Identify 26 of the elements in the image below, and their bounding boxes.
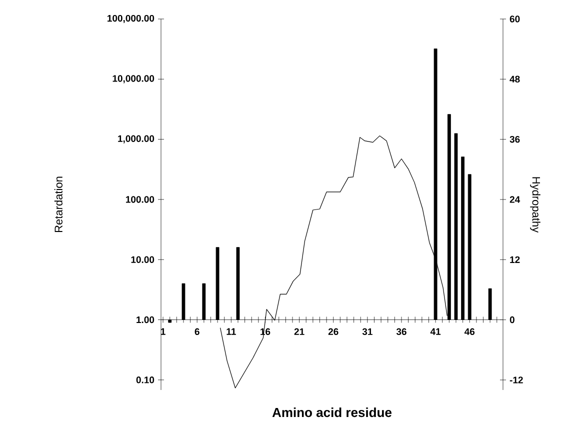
y2-tick-label: 48 [510,76,520,83]
y2-tick-label: 0 [510,316,514,324]
x-tick-label: 6 [194,328,200,336]
x-axis-title: Amino acid residue [272,408,392,418]
y2-tick-label: -12 [510,376,523,384]
y2-axis-title: Hydropathy [530,177,540,233]
y-tick-label: 10,000.00 [112,75,154,84]
x-tick-label: 46 [464,328,475,336]
y2-tick-label: 12 [510,256,520,263]
y-axis-title: Retardation [54,176,62,232]
y2-tick-label: 24 [510,196,520,203]
x-tick-label: 26 [328,328,338,336]
x-tick-label: 41 [430,328,441,335]
y-tick-label: 100,000.00 [108,14,154,24]
y2-tick-label: 60 [510,16,520,22]
y-tick-label: 0.10 [136,376,154,384]
x-tick-label: 36 [396,328,406,336]
x-tick-label: 11 [226,328,236,335]
y-tick-label: 10.00 [131,256,154,263]
y2-tick-label: 36 [510,136,520,143]
y-tick-label: 100.00 [126,196,154,203]
x-tick-label: 31 [362,328,372,336]
y-tick-label: 1,000.00 [118,135,154,144]
x-tick-label: 21 [294,328,304,335]
x-tick-label: 1 [161,328,166,335]
y-tick-label: 1.00 [136,316,154,324]
